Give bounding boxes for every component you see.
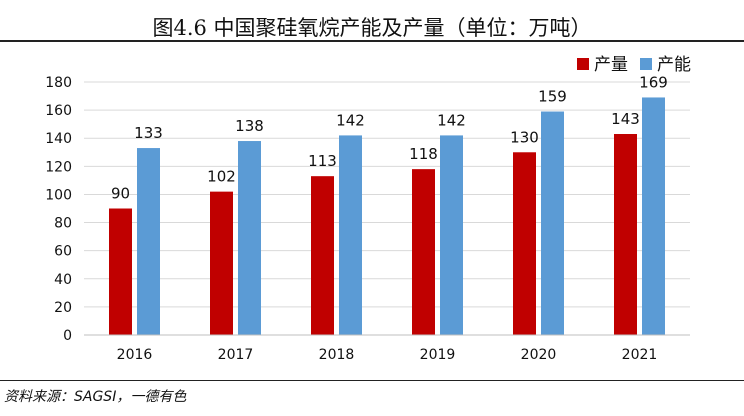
gridlines — [84, 81, 690, 308]
data-label: 133 — [134, 124, 163, 142]
bar-产量-2018 — [311, 176, 334, 335]
y-tick-label: 100 — [45, 187, 72, 203]
y-tick-label: 40 — [54, 272, 72, 288]
data-label: 159 — [538, 88, 567, 106]
data-label: 142 — [336, 111, 365, 129]
x-tick-label: 2018 — [319, 347, 355, 363]
x-tick-label: 2021 — [622, 347, 658, 363]
x-tick-label: 2017 — [218, 347, 254, 363]
legend-label: 产能 — [657, 55, 691, 75]
y-tick-label: 140 — [45, 131, 72, 147]
y-tick-label: 80 — [54, 216, 72, 232]
bar-产能-2020 — [541, 111, 564, 336]
bar-产量-2017 — [210, 191, 233, 335]
source-divider — [0, 380, 744, 381]
data-label: 90 — [111, 185, 130, 203]
bar-产量-2021 — [614, 134, 637, 335]
data-label: 142 — [437, 111, 466, 129]
y-tick-label: 180 — [45, 75, 72, 91]
legend-swatch — [577, 58, 589, 70]
data-label: 102 — [207, 168, 236, 186]
bar-产能-2017 — [238, 141, 261, 335]
data-label: 130 — [510, 128, 539, 146]
bars — [109, 97, 665, 336]
bar-产能-2019 — [440, 135, 463, 335]
y-tick-label: 60 — [54, 244, 72, 260]
bar-产量-2020 — [513, 152, 536, 335]
legend-label: 产量 — [594, 55, 628, 75]
y-tick-label: 0 — [63, 328, 72, 344]
data-label: 143 — [611, 110, 640, 128]
bar-产量-2016 — [109, 208, 132, 335]
data-label: 113 — [308, 152, 337, 170]
chart-title: 图4.6 中国聚硅氧烷产能及产量（单位：万吨） — [152, 16, 592, 40]
legend: 产量 产能 — [577, 55, 691, 75]
data-label: 169 — [639, 73, 668, 91]
source-note: 资料来源：SAGSI，一德有色 — [4, 389, 187, 405]
y-axis: 0 20 40 60 80 100 120 140 160 180 — [45, 75, 72, 344]
y-tick-label: 20 — [54, 300, 72, 316]
data-label: 138 — [235, 117, 264, 135]
title-divider — [0, 40, 744, 42]
data-labels: 90 133 102 138 113 142 118 142 130 159 143 169 — [111, 73, 668, 202]
x-tick-label: 2020 — [521, 347, 557, 363]
bar-产能-2021 — [642, 97, 665, 335]
y-tick-label: 120 — [45, 159, 72, 175]
legend-swatch — [640, 58, 652, 70]
x-axis: 2016 2017 2018 2019 2020 2021 — [84, 334, 690, 363]
bar-产能-2018 — [339, 135, 362, 335]
y-tick-label: 160 — [45, 103, 72, 119]
x-tick-label: 2016 — [117, 347, 153, 363]
x-tick-label: 2019 — [420, 347, 456, 363]
data-label: 118 — [409, 145, 438, 163]
bar-产量-2019 — [412, 169, 435, 335]
bar-产能-2016 — [137, 148, 160, 335]
